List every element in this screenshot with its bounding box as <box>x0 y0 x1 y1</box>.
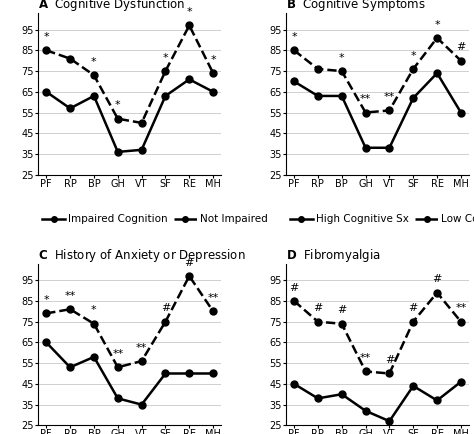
Text: *: * <box>44 295 49 305</box>
Text: *: * <box>291 32 297 42</box>
Text: $\bf{D}$  Fibromyalgia: $\bf{D}$ Fibromyalgia <box>286 247 380 263</box>
Text: #: # <box>184 258 194 268</box>
Text: *: * <box>186 7 192 17</box>
Text: *: * <box>410 51 416 61</box>
Text: *: * <box>115 100 120 110</box>
Text: **: ** <box>112 349 123 359</box>
Text: *: * <box>91 57 97 67</box>
Text: *: * <box>339 53 345 63</box>
Text: $\bf{B}$  Cognitive Symptoms: $\bf{B}$ Cognitive Symptoms <box>286 0 426 13</box>
Legend: Impaired Cognition, Not Impaired: Impaired Cognition, Not Impaired <box>38 210 272 229</box>
Text: #: # <box>289 283 299 293</box>
Text: #: # <box>385 355 394 365</box>
Text: **: ** <box>64 291 76 301</box>
Text: #: # <box>456 43 465 53</box>
Text: **: ** <box>456 303 466 313</box>
Text: **: ** <box>360 353 371 363</box>
Text: *: * <box>91 306 97 316</box>
Text: *: * <box>434 20 440 30</box>
Text: **: ** <box>208 293 219 303</box>
Text: *: * <box>163 53 168 63</box>
Text: **: ** <box>384 92 395 102</box>
Text: **: ** <box>136 343 147 353</box>
Text: #: # <box>313 303 323 313</box>
Text: #: # <box>432 274 442 284</box>
Text: #: # <box>409 303 418 313</box>
Text: **: ** <box>360 94 371 104</box>
Text: $\bf{C}$  History of Anxiety or Depression: $\bf{C}$ History of Anxiety or Depressio… <box>38 247 246 263</box>
Text: #: # <box>337 306 346 316</box>
Text: $\bf{A}$  Cognitive Dysfunction: $\bf{A}$ Cognitive Dysfunction <box>38 0 185 13</box>
Text: *: * <box>44 32 49 42</box>
Text: #: # <box>161 303 170 313</box>
Text: *: * <box>210 55 216 65</box>
Legend: High Cognitive Sx, Low Cognitive Sx: High Cognitive Sx, Low Cognitive Sx <box>286 210 474 229</box>
